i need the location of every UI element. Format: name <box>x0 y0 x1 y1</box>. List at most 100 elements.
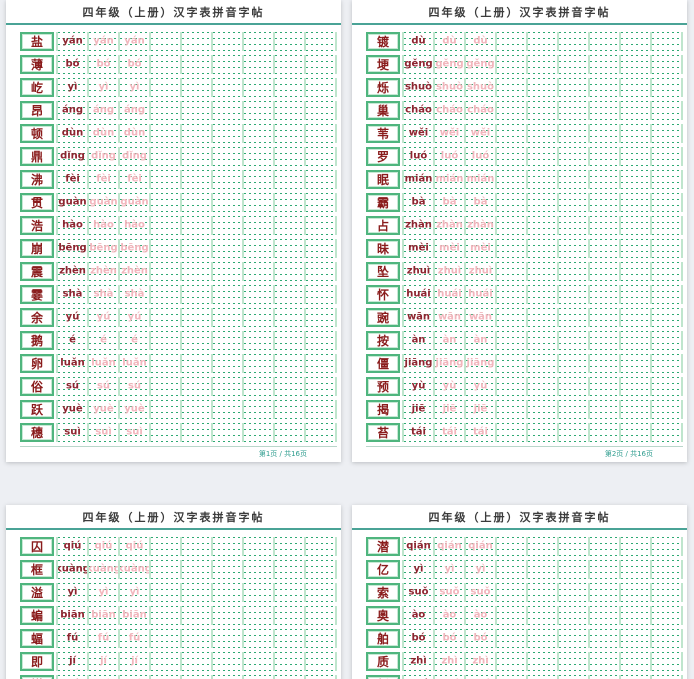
character-box: 昂 <box>20 101 54 120</box>
pinyin-cell: zhèn <box>56 262 87 281</box>
pinyin-trace: huái <box>468 288 493 299</box>
pinyin-grid: bó bó bó <box>56 55 337 74</box>
pinyin-cell <box>149 239 180 258</box>
pinyin-trace: bó <box>442 632 457 643</box>
pinyin-trace: sú <box>127 380 142 391</box>
pinyin-cell: wěi <box>402 124 433 143</box>
pinyin-trace: cháo <box>467 104 494 115</box>
pinyin-cell <box>180 262 211 281</box>
pinyin-cell <box>650 652 681 671</box>
pinyin-cell <box>304 629 335 648</box>
pinyin-cell <box>588 606 619 625</box>
character-glyph: 余 <box>30 310 43 325</box>
pinyin-grid: bà bà bà <box>402 193 683 212</box>
pinyin-cell <box>619 262 650 281</box>
pinyin-cell: wān <box>464 308 495 327</box>
character-glyph: 质 <box>376 654 389 669</box>
character-glyph: 昧 <box>376 241 389 256</box>
pinyin-cell: mèi <box>402 239 433 258</box>
character-glyph: 坠 <box>376 264 389 279</box>
pinyin-trace: dǐng <box>91 150 116 161</box>
pinyin-cell: zhuì <box>433 262 464 281</box>
pinyin-cell <box>619 560 650 579</box>
page-title: 四年级（上册）汉字表拼音字帖 <box>428 7 611 19</box>
character-glyph: 霎 <box>30 287 43 302</box>
pinyin-trace: bó <box>96 58 111 69</box>
pinyin-cell: luǎn <box>87 354 118 373</box>
pinyin-cell <box>495 32 526 51</box>
pinyin-cell <box>149 308 180 327</box>
pinyin-cell <box>242 537 273 556</box>
pinyin-trace: huái <box>437 288 462 299</box>
pinyin-cell <box>242 262 273 281</box>
pinyin-cell <box>273 308 304 327</box>
pinyin-trace: hào <box>93 219 114 230</box>
pinyin-cell <box>211 239 242 258</box>
pinyin-cell <box>304 583 335 602</box>
pinyin-cell: dùn <box>87 124 118 143</box>
pinyin-cell <box>557 170 588 189</box>
pinyin-cell <box>304 537 335 556</box>
pinyin-cell: bà <box>464 193 495 212</box>
character-row: 按 àn àn àn <box>366 331 683 350</box>
pinyin-cell <box>273 400 304 419</box>
pinyin-trace: yán <box>93 35 114 46</box>
pinyin-cell <box>149 560 180 579</box>
character-row: 沸 fèi fèi fèi <box>20 170 337 189</box>
pinyin-cell <box>495 262 526 281</box>
pinyin-cell <box>619 308 650 327</box>
character-row: 苇 wěi wěi wěi <box>366 124 683 143</box>
character-row: 薄 bó bó bó <box>20 55 337 74</box>
pinyin-cell <box>526 423 557 442</box>
pinyin-cell <box>619 239 650 258</box>
pinyin-trace: jí <box>100 655 107 666</box>
pinyin-cell: zhàn <box>402 216 433 235</box>
character-glyph: 昂 <box>30 103 43 118</box>
character-row: 舶 bó bó bó <box>366 629 683 648</box>
pinyin-cell <box>242 560 273 579</box>
character-box: 质 <box>366 652 400 671</box>
pinyin-cell: jí <box>87 652 118 671</box>
practice-rows: 囚qiúqiúqiú框kuàngkuàngkuàng溢yìyìyì蝙biānbi… <box>6 537 341 679</box>
pinyin-cell <box>495 101 526 120</box>
pinyin-cell <box>526 32 557 51</box>
pinyin-cell <box>588 537 619 556</box>
pinyin-cell <box>526 239 557 258</box>
title-divider <box>352 23 687 25</box>
character-glyph: 穗 <box>30 425 43 440</box>
pinyin-cell <box>526 78 557 97</box>
pinyin-cell <box>180 331 211 350</box>
pinyin-sample: bēng <box>58 242 87 253</box>
pinyin-trace: áng <box>123 104 146 115</box>
pinyin-cell: suǒ <box>433 583 464 602</box>
pinyin-cell <box>495 331 526 350</box>
pinyin-cell <box>149 629 180 648</box>
pinyin-cell: dù <box>402 32 433 51</box>
pinyin-trace: shuò <box>435 81 464 92</box>
character-box: 镀 <box>366 32 400 51</box>
pinyin-grid: zhèn zhèn zhèn <box>56 262 337 281</box>
pinyin-trace: áng <box>92 104 115 115</box>
character-box: 坠 <box>366 262 400 281</box>
pinyin-sample: dù <box>411 35 426 46</box>
pinyin-cell <box>650 629 681 648</box>
character-box: 埂 <box>366 55 400 74</box>
character-box: 苔 <box>366 423 400 442</box>
character-row: 即 jí jí jí <box>20 652 337 671</box>
pinyin-cell <box>588 285 619 304</box>
pinyin-cell <box>619 606 650 625</box>
character-box: 囚 <box>20 537 54 556</box>
pinyin-trace: zhuì <box>468 265 493 276</box>
pinyin-cell <box>180 308 211 327</box>
pinyin-grid: cháo cháo cháo <box>402 101 683 120</box>
character-glyph: 占 <box>376 218 389 233</box>
character-row: 占 zhàn zhàn zhàn <box>366 216 683 235</box>
pinyin-cell: qián <box>433 537 464 556</box>
character-row: 预 yù yù yù <box>366 377 683 396</box>
pinyin-cell <box>495 239 526 258</box>
pinyin-cell <box>619 537 650 556</box>
pinyin-cell <box>557 147 588 166</box>
pinyin-grid: yì yì yì <box>56 583 337 602</box>
character-row: 烁 shuò shuò shuò <box>366 78 683 97</box>
